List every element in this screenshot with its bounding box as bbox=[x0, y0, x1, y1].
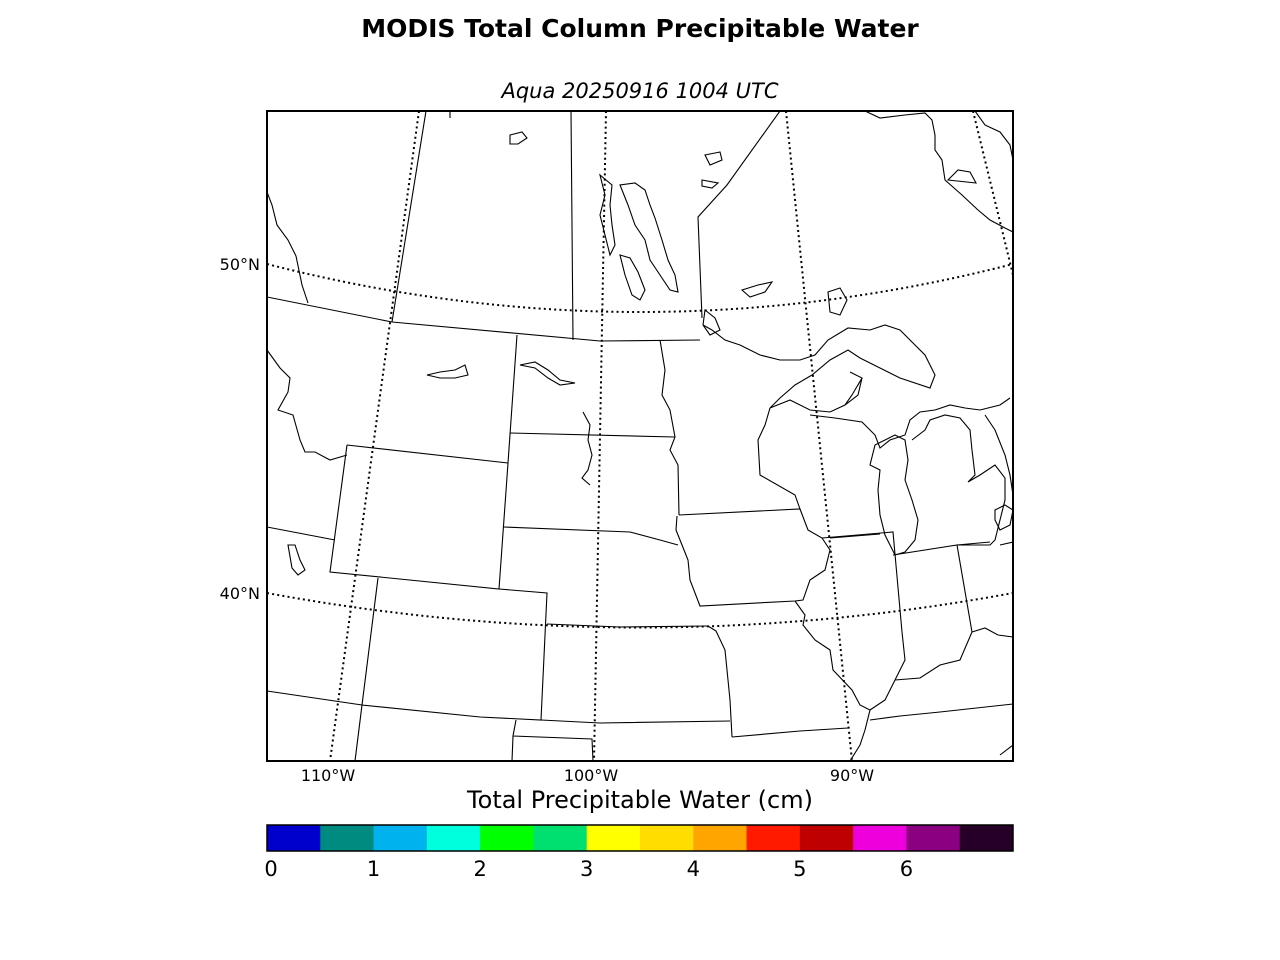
lake-small-3 bbox=[701, 179, 720, 189]
lake-michigan bbox=[869, 434, 919, 556]
border-mississippi bbox=[794, 600, 871, 761]
meridian-100 bbox=[593, 111, 607, 761]
lat-label-40: 40°N bbox=[220, 584, 260, 603]
colorbar-swatch bbox=[480, 825, 534, 851]
lon-label-100: 100°W bbox=[564, 766, 619, 785]
lake-nipigon bbox=[827, 287, 848, 316]
lon-label-90: 90°W bbox=[830, 766, 874, 785]
colorbar-tick-label: 4 bbox=[687, 857, 700, 881]
map-area bbox=[267, 111, 1013, 761]
border-mo-west bbox=[707, 625, 733, 738]
colorbar-tick-label: 3 bbox=[580, 857, 593, 881]
missouri-river bbox=[581, 411, 593, 486]
border-montana-dakota bbox=[507, 334, 518, 464]
figure-subtitle: Aqua 20250916 1004 UTC bbox=[501, 79, 779, 103]
border-bc-alberta bbox=[267, 191, 309, 304]
lake-small-1 bbox=[509, 131, 528, 145]
border-iowa bbox=[675, 508, 831, 607]
lon-label-110: 110°W bbox=[301, 766, 356, 785]
border-ks-ok bbox=[540, 719, 731, 724]
border-sd-ne bbox=[502, 526, 679, 546]
border-wi-il bbox=[829, 533, 881, 539]
border-tx bbox=[511, 735, 514, 761]
graticule bbox=[267, 111, 1013, 761]
lake-winnipeg bbox=[619, 182, 679, 293]
figure-title: MODIS Total Column Precipitable Water bbox=[361, 14, 919, 43]
lower-michigan bbox=[911, 414, 1006, 546]
lake-superior bbox=[702, 324, 936, 413]
lake-sakakawea bbox=[519, 361, 576, 386]
colorbar-swatch bbox=[746, 825, 801, 851]
border-idaho-montana bbox=[267, 349, 348, 461]
border-manitoba-ontario bbox=[697, 111, 781, 319]
border-left-2 bbox=[267, 690, 363, 706]
colorbar-swatch bbox=[533, 825, 588, 851]
border-mo-south bbox=[731, 727, 849, 738]
border-nd-mn bbox=[659, 339, 680, 516]
border-colorado bbox=[361, 577, 548, 721]
border-ne-ks bbox=[546, 623, 709, 628]
border-ok-panhandle bbox=[512, 719, 594, 761]
border-49th bbox=[267, 296, 701, 342]
colorbar-tick-label: 1 bbox=[367, 857, 380, 881]
lake-manitoba bbox=[619, 254, 646, 301]
border-alberta-sask bbox=[391, 111, 427, 323]
colorbar-swatch bbox=[906, 825, 961, 851]
colorbar-swatch bbox=[426, 825, 481, 851]
colorbar-frame bbox=[266, 824, 1014, 852]
lake-of-the-woods bbox=[702, 308, 721, 336]
hudson-island bbox=[946, 169, 977, 184]
colorbar-swatch bbox=[640, 825, 694, 851]
border-mn-wi bbox=[757, 407, 801, 510]
border-ohio-river bbox=[971, 627, 1013, 638]
colorbar-swatch bbox=[373, 825, 428, 851]
lake-small-4 bbox=[740, 281, 774, 298]
border-illinois bbox=[821, 531, 906, 711]
colorbar-swatch bbox=[853, 825, 907, 851]
parallel-40 bbox=[267, 592, 1013, 629]
lake-small-5 bbox=[844, 377, 863, 406]
colorbar-swatch bbox=[959, 825, 1014, 851]
border-ky-tn bbox=[869, 703, 1013, 721]
parallel-50 bbox=[267, 263, 1013, 313]
upper-peninsula bbox=[809, 397, 1011, 449]
colorbar-swatch bbox=[320, 825, 375, 851]
lake-small-6 bbox=[999, 541, 1013, 546]
border-sask-manitoba bbox=[570, 111, 574, 341]
lat-label-50: 50°N bbox=[220, 255, 260, 274]
meridian-90 bbox=[785, 111, 853, 761]
lake-huron bbox=[984, 414, 1013, 496]
border-left-1 bbox=[267, 526, 336, 541]
colorbar-swatch bbox=[799, 825, 854, 851]
meridian-80 bbox=[972, 111, 1013, 276]
lake-erie bbox=[994, 504, 1013, 531]
colorbar-swatch bbox=[693, 825, 748, 851]
meridian-110 bbox=[329, 111, 420, 761]
lake-winnipegosis bbox=[599, 173, 616, 257]
colorbar: 0 1 2 3 4 5 6 bbox=[264, 824, 1014, 881]
colorbar-tick-label: 6 bbox=[900, 857, 913, 881]
border-wyoming bbox=[329, 444, 509, 590]
colorbar-tick-label: 2 bbox=[473, 857, 486, 881]
boundaries bbox=[267, 111, 1013, 761]
great-salt-lake bbox=[287, 544, 306, 576]
map-frame bbox=[266, 110, 1014, 762]
hudson-coast bbox=[864, 111, 1013, 233]
colorbar-swatch bbox=[586, 825, 641, 851]
james-bay bbox=[974, 111, 1013, 161]
colorbar-tick-label: 5 bbox=[793, 857, 806, 881]
colorbar-title: Total Precipitable Water (cm) bbox=[467, 786, 813, 814]
border-montana-south bbox=[346, 444, 509, 464]
lake-small-2 bbox=[704, 151, 723, 166]
fort-peck-lake bbox=[426, 364, 469, 379]
border-nd-sd bbox=[509, 432, 676, 438]
colorbar-tick-label: 0 bbox=[264, 857, 277, 881]
kentucky-fragment bbox=[999, 744, 1013, 756]
border-nm bbox=[354, 704, 363, 761]
colorbar-swatch bbox=[267, 825, 321, 851]
